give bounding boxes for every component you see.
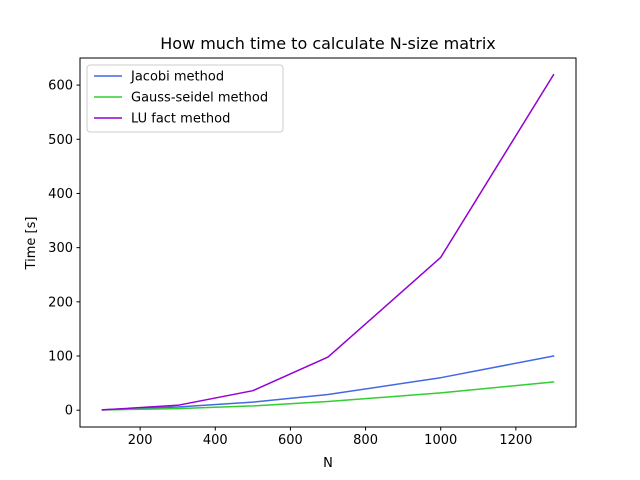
x-tick-label: 1000 — [424, 433, 457, 448]
chart-title: How much time to calculate N-size matrix — [160, 34, 496, 53]
x-tick-label: 600 — [278, 433, 303, 448]
legend: Jacobi method Gauss-seidel method LU fact … — [86, 64, 284, 133]
y-tick-label: 100 — [48, 350, 73, 365]
plot-lines — [101, 73, 555, 411]
x-tick-label: 1200 — [499, 433, 532, 448]
series-line-1 — [101, 381, 555, 411]
x-tick-label: 200 — [128, 433, 153, 448]
series-line-2 — [101, 73, 555, 411]
series-line-0 — [101, 355, 555, 411]
legend-label-0: Jacobi method — [130, 70, 224, 85]
y-tick-label: 200 — [48, 295, 73, 310]
y-tick-label: 0 — [65, 404, 73, 419]
x-tick-label: 800 — [353, 433, 378, 448]
legend-label-2: LU fact method — [131, 112, 230, 127]
legend-label-1: Gauss-seidel method — [131, 91, 268, 106]
y-tick-label: 300 — [48, 241, 73, 256]
plot-frame — [79, 57, 577, 428]
x-tick-label: 400 — [203, 433, 228, 448]
x-axis-label: N — [323, 456, 333, 471]
y-tick-label: 500 — [48, 133, 73, 148]
y-axis-label: Time [s] — [24, 217, 39, 271]
legend-box — [86, 64, 284, 133]
y-tick-label: 600 — [48, 79, 73, 94]
y-axis-ticks: 0 100 200 300 400 500 600 — [48, 79, 80, 419]
y-tick-label: 400 — [48, 187, 73, 202]
x-axis-ticks: 200 400 600 800 1000 1200 — [128, 427, 532, 448]
